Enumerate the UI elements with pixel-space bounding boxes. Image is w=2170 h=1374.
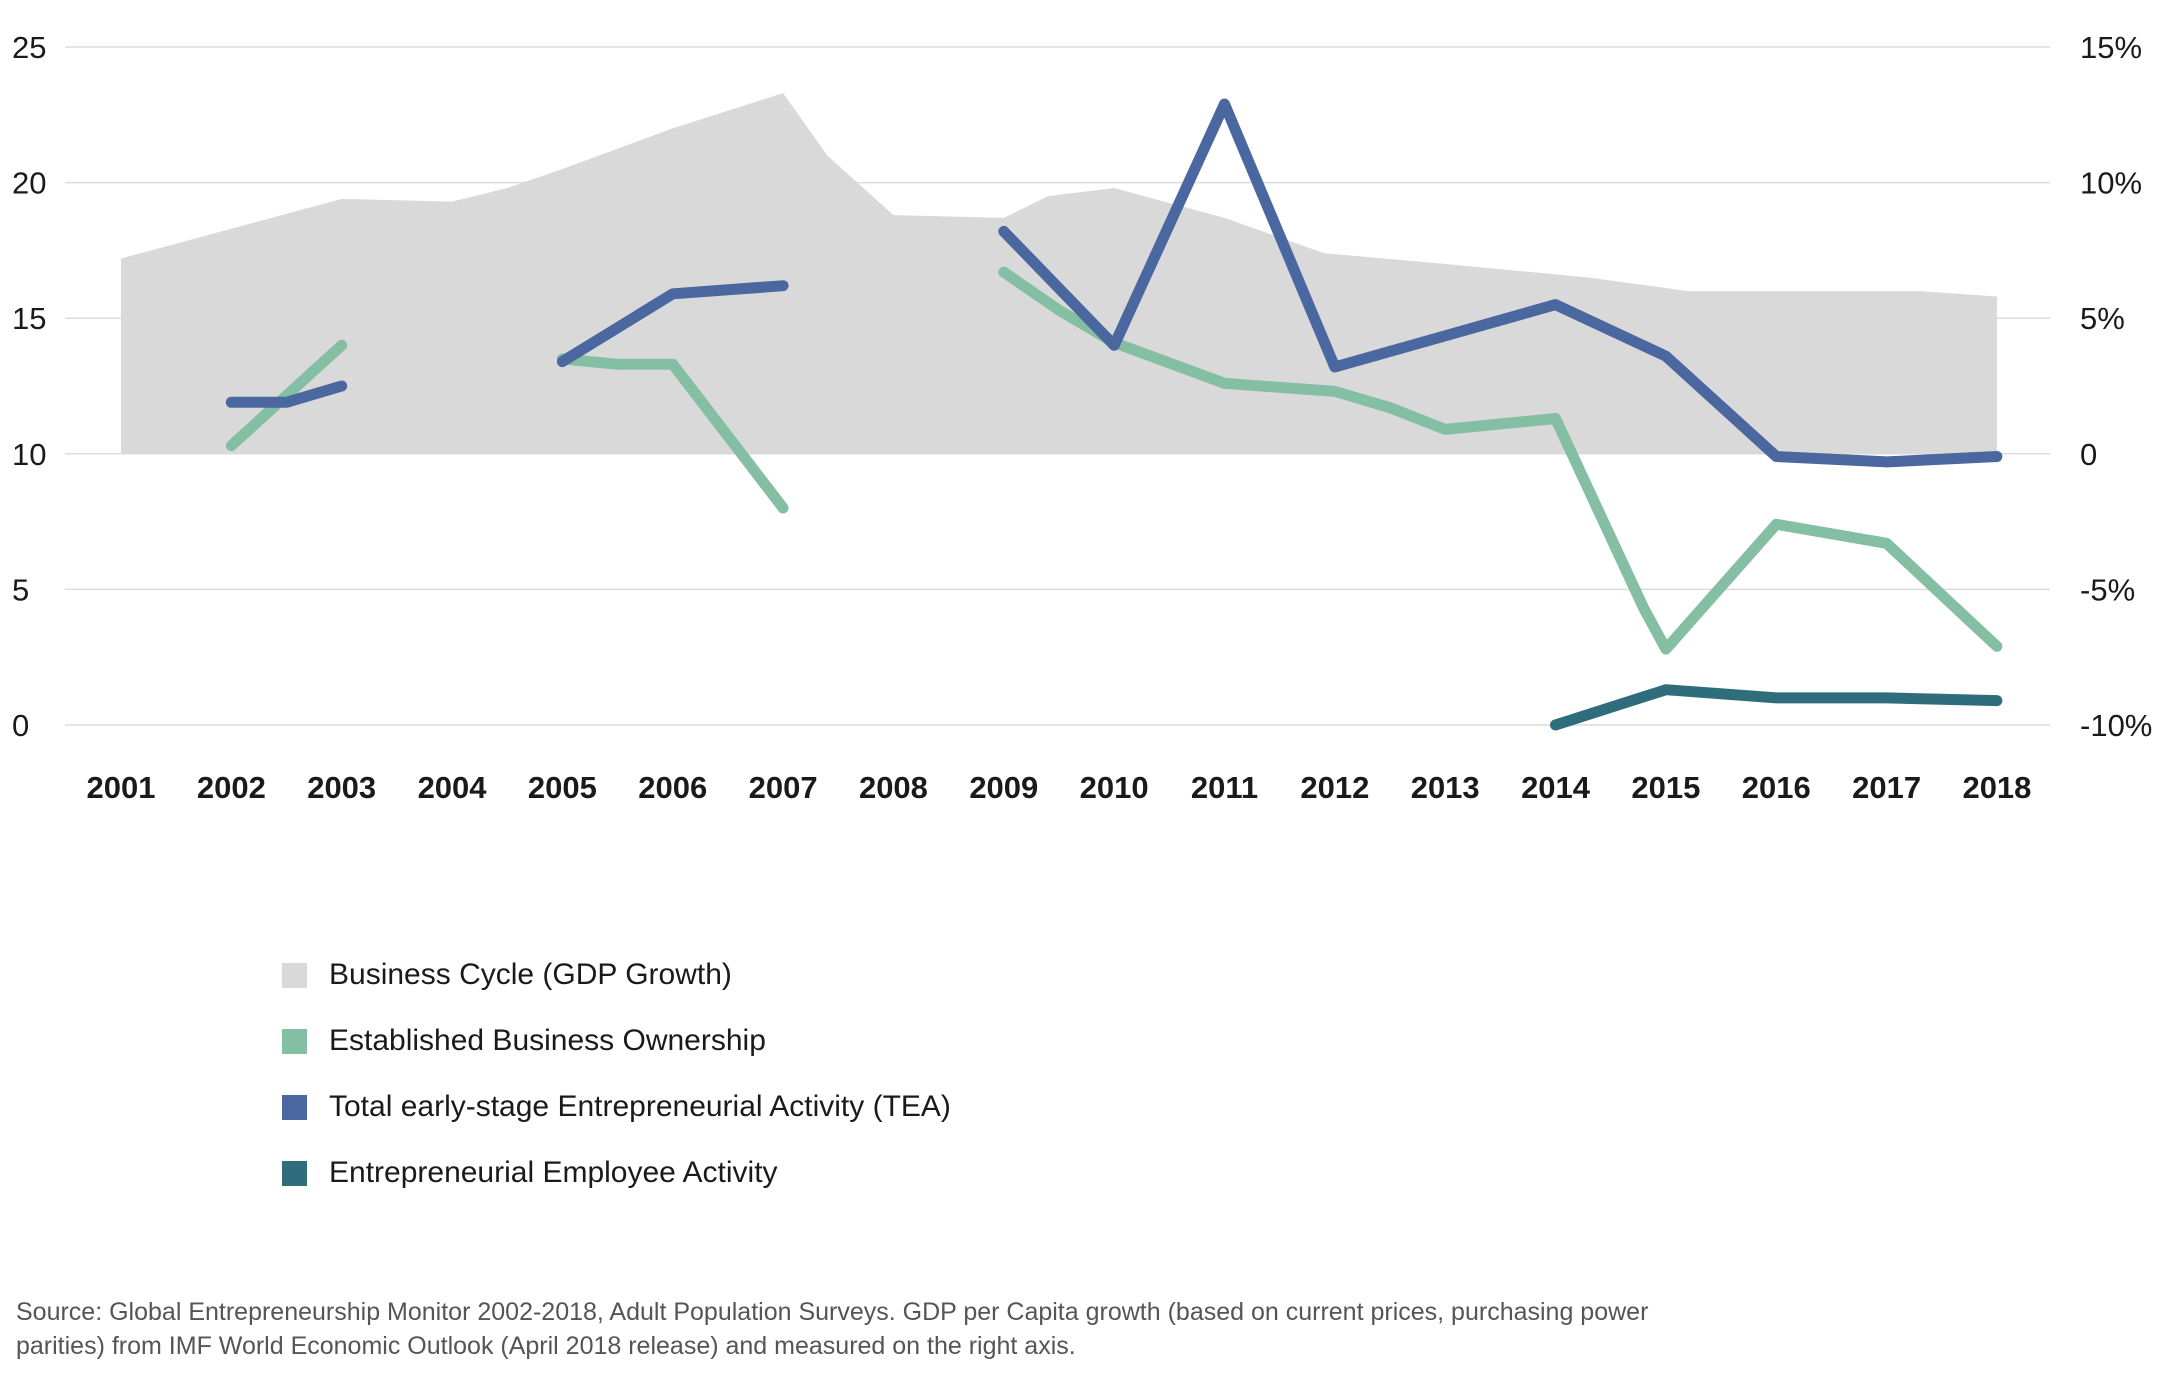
x-tick-label: 2004 [418,770,488,805]
right-tick-label: -10% [2080,708,2152,743]
x-tick-label: 2014 [1521,770,1591,805]
source-note: Source: Global Entrepreneurship Monitor … [16,1298,1649,1360]
right-axis: -10% -5% 0 5% 10% 15% [2080,30,2152,743]
legend-label-business-cycle: Business Cycle (GDP Growth) [329,958,732,991]
left-tick-label: 10 [12,437,46,472]
x-tick-label: 2012 [1300,770,1369,805]
right-tick-label: 5% [2080,301,2125,336]
x-tick-label: 2001 [87,770,156,805]
legend-swatch-employee-activity [282,1160,307,1186]
left-tick-label: 15 [12,301,46,336]
legend: Business Cycle (GDP Growth) Established … [282,942,951,1206]
legend-label-established-business: Established Business Ownership [329,1024,766,1057]
legend-swatch-established-business [282,1028,307,1054]
legend-swatch-business-cycle [282,962,307,988]
x-tick-label: 2002 [197,770,266,805]
x-tick-label: 2008 [859,770,928,805]
x-tick-label: 2018 [1962,770,2031,805]
right-tick-label: -5% [2080,572,2135,607]
series-line-established-business-ownership [556,353,789,514]
x-tick-label: 2010 [1080,770,1149,805]
series-line-total-early-stage-entrepreneurial-activity-tea [225,380,348,408]
right-tick-label: 10% [2080,166,2142,201]
x-tick-label: 2013 [1411,770,1480,805]
x-tick-label: 2007 [749,770,818,805]
x-axis: 2001 2002 2003 2004 2005 2006 2007 2008 2009 2010… [87,770,2032,805]
legend-label-employee-activity: Entrepreneurial Employee Activity [329,1156,778,1189]
x-tick-label: 2009 [969,770,1038,805]
legend-item-employee-activity: Entrepreneurial Employee Activity [282,1140,951,1206]
series-line-entrepreneurial-employee-activity [1550,684,2003,731]
left-tick-label: 25 [12,30,46,65]
legend-label-tea: Total early-stage Entrepreneurial Activi… [329,1090,951,1123]
left-tick-label: 0 [12,708,29,743]
x-tick-label: 2015 [1631,770,1700,805]
series-line-established-business-ownership [225,339,348,452]
x-tick-label: 2005 [528,770,597,805]
right-tick-label: 15% [2080,30,2142,65]
x-tick-label: 2006 [638,770,707,805]
x-tick-label: 2017 [1852,770,1921,805]
left-tick-label: 20 [12,166,46,201]
series-line-total-early-stage-entrepreneurial-activity-tea [556,280,789,368]
legend-item-tea: Total early-stage Entrepreneurial Activi… [282,1074,951,1140]
left-tick-label: 5 [12,572,29,607]
x-tick-label: 2016 [1742,770,1811,805]
legend-item-business-cycle: Business Cycle (GDP Growth) [282,942,951,1008]
legend-item-established-business: Established Business Ownership [282,1008,951,1074]
series-lines [225,98,2003,731]
right-tick-label: 0 [2080,437,2097,472]
left-axis: 0 5 10 15 20 25 [12,30,46,743]
x-tick-label: 2011 [1191,770,1258,805]
legend-swatch-tea [282,1094,307,1120]
series-line-total-early-stage-entrepreneurial-activity-tea [998,98,2003,468]
x-tick-label: 2003 [307,770,376,805]
